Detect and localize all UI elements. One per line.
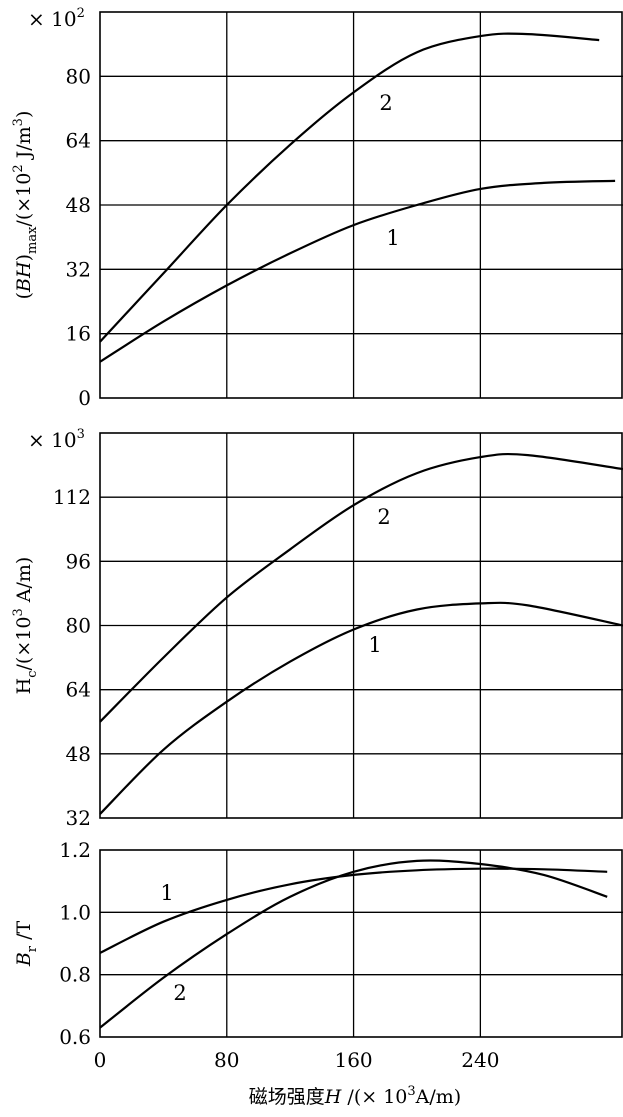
panel-br: 0.6 0.8 1.0 1.2 Br /T 1 2 0 80 160 240 [13, 838, 623, 1072]
axis-multiplier: × 102 [28, 6, 85, 31]
series-label: 2 [173, 981, 186, 1005]
y-tick-label: 0 [78, 386, 91, 410]
series-label: 1 [386, 226, 399, 250]
y-tick-label: 1.2 [59, 838, 91, 862]
plot-frame [99, 849, 623, 1038]
y-tick-label: 96 [66, 549, 91, 573]
y-tick-label: 32 [66, 257, 91, 281]
series-line-2 [99, 32, 600, 343]
y-tick-label: 48 [66, 742, 91, 766]
y-tick-label: 64 [66, 129, 91, 153]
series-line-2 [99, 859, 608, 1029]
x-tick-label: 240 [461, 1048, 499, 1072]
y-axis-label: Hc/(×103 A/m) [11, 557, 40, 695]
panel-hc: 32 48 64 80 96 112 × 103 Hc/(×103 A/m) 2 1 [11, 427, 623, 830]
series-label: 1 [368, 633, 381, 657]
series-label: 2 [377, 505, 390, 529]
y-tick-label: 32 [66, 806, 91, 830]
y-tick-label: 112 [53, 485, 91, 509]
axis-multiplier: × 103 [28, 427, 85, 452]
y-tick-label: 80 [66, 64, 91, 88]
y-axis-label: Br /T [13, 921, 40, 968]
y-tick-label: 0.6 [59, 1025, 91, 1049]
y-tick-label: 48 [66, 193, 91, 217]
series-line-2 [99, 452, 623, 723]
x-axis-title: 磁场强度H /(× 103A/m) [249, 1084, 461, 1108]
series-label: 1 [160, 881, 173, 905]
y-tick-label: 1.0 [59, 900, 91, 924]
x-axis-label: 磁场强度H /(× 103A/m) [249, 1084, 461, 1108]
x-tick-label: 160 [334, 1048, 372, 1072]
x-tick-label: 80 [214, 1048, 239, 1072]
y-axis-label: (BH)max/(×102 J/m3) [11, 111, 40, 300]
panel-bh-max: 0 16 32 48 64 80 × 102 (BH)max/(×102 J/m3) 2 1 [11, 6, 623, 410]
y-tick-label: 80 [66, 614, 91, 638]
y-tick-label: 0.8 [59, 963, 91, 987]
series-line-1 [99, 179, 616, 363]
y-tick-label: 16 [66, 322, 91, 346]
series-label: 2 [379, 91, 392, 115]
x-tick-label: 0 [94, 1048, 107, 1072]
y-tick-label: 64 [66, 678, 91, 702]
series-line-1 [99, 601, 623, 815]
